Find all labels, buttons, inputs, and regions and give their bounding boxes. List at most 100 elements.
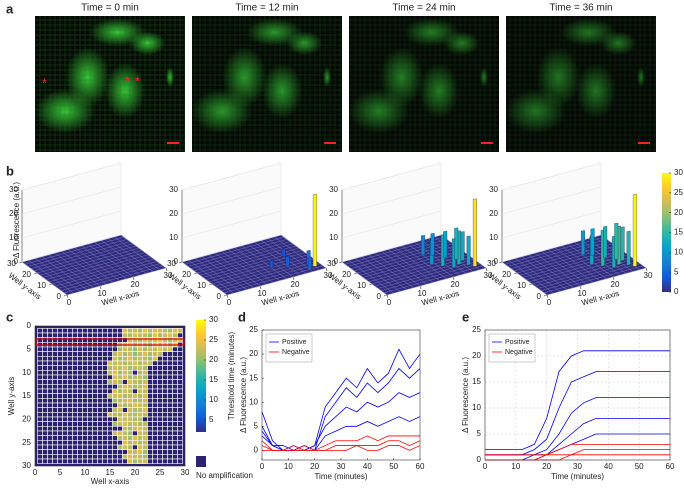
cell [112, 393, 118, 399]
cell [137, 360, 143, 366]
cell [67, 416, 73, 422]
cell [42, 379, 48, 385]
y-tick [223, 294, 228, 297]
cell [47, 416, 53, 422]
cell [162, 360, 168, 366]
cell [52, 440, 58, 446]
cell [37, 426, 43, 432]
z-grid-line [21, 210, 122, 239]
cell [137, 454, 143, 460]
x-tick-label: 10 [511, 462, 520, 471]
cell [147, 412, 153, 418]
cell [92, 388, 98, 394]
cell [57, 337, 63, 343]
cell [42, 337, 48, 343]
cell [112, 388, 118, 394]
y-tick [208, 283, 213, 286]
cell [147, 379, 153, 385]
cell [72, 365, 78, 371]
cell [137, 365, 143, 371]
cell [152, 421, 158, 427]
cell [52, 388, 58, 394]
floor-grid [540, 263, 641, 291]
y-axis-label: Δ Fluorescence (a.u.) [239, 357, 248, 433]
floor-grid [190, 241, 291, 269]
y-tick-label: 15 [472, 377, 481, 386]
cell [67, 388, 73, 394]
cell [132, 426, 138, 432]
cell [157, 393, 163, 399]
cell [82, 412, 88, 418]
bar [281, 249, 286, 258]
cell [77, 430, 83, 436]
y-tick-label: 20 [472, 351, 481, 360]
scale-bar [324, 142, 336, 144]
cell [132, 454, 138, 460]
cell [152, 426, 158, 432]
cell [92, 412, 98, 418]
cell [107, 370, 113, 376]
cell [167, 384, 173, 390]
cell [177, 346, 183, 352]
cell [172, 346, 178, 352]
cell [67, 356, 73, 362]
cell [132, 421, 138, 427]
cell [167, 370, 173, 376]
cell [82, 426, 88, 432]
cell [147, 346, 153, 352]
cell [37, 356, 43, 362]
cell [77, 384, 83, 390]
cell [102, 393, 108, 399]
cell [157, 458, 163, 464]
cell [72, 426, 78, 432]
bar [603, 226, 608, 259]
cell [132, 332, 138, 338]
cell [167, 421, 173, 427]
well-grid [192, 16, 342, 152]
cell [122, 454, 128, 460]
cell [97, 384, 103, 390]
y-tick-label: 25 [22, 438, 31, 447]
floor-grid [221, 251, 267, 285]
cell [42, 435, 48, 441]
cell [137, 356, 143, 362]
cell [152, 407, 158, 413]
cell [117, 416, 123, 422]
cell [162, 454, 168, 460]
cell [62, 379, 68, 385]
floor-grid [48, 254, 149, 282]
cell [37, 351, 43, 357]
cell [92, 402, 98, 408]
cell [97, 444, 103, 450]
cell [152, 379, 158, 385]
cell [172, 356, 178, 362]
x-tick-label: 10 [98, 289, 107, 298]
cell [72, 337, 78, 343]
cell [122, 398, 128, 404]
cell [67, 440, 73, 446]
bar [307, 256, 312, 270]
cell [87, 328, 93, 334]
cell [57, 440, 63, 446]
cell [172, 351, 178, 357]
cell [117, 346, 123, 352]
x-tick [485, 267, 488, 272]
cell [157, 412, 163, 418]
cell [97, 402, 103, 408]
x-tick [165, 267, 168, 272]
cell [167, 430, 173, 436]
cell [67, 398, 73, 404]
cell [117, 440, 123, 446]
cell [67, 351, 73, 357]
cell [97, 449, 103, 455]
cell [97, 393, 103, 399]
cell [117, 379, 123, 385]
cell [147, 351, 153, 357]
cell [67, 346, 73, 352]
y-tick [338, 261, 343, 264]
y-tick-label: 5 [254, 421, 259, 430]
cell [172, 458, 178, 464]
cell [52, 351, 58, 357]
cell [167, 440, 173, 446]
cell [177, 374, 183, 380]
